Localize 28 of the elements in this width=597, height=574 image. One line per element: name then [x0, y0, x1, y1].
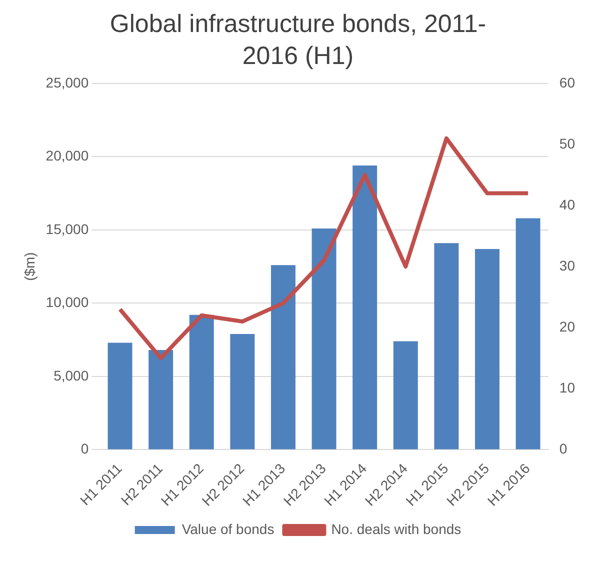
y-tick-label: 5,000 — [54, 367, 89, 384]
y-tick-label: 10,000 — [46, 294, 89, 310]
bar — [474, 248, 500, 450]
y-tick-label: 20,000 — [46, 148, 89, 164]
y-tick-label: 0 — [80, 440, 89, 457]
y-tick-label: 25,000 — [46, 74, 89, 90]
y2-tick-label: 40 — [559, 196, 576, 212]
bar — [434, 243, 459, 450]
y2-tick-label: 0 — [559, 440, 568, 457]
bar — [270, 265, 296, 450]
bar — [189, 314, 214, 450]
bar — [108, 342, 132, 450]
bar — [516, 218, 540, 450]
chart-title: Global infrastructure bonds, 2011-2016 (H1) — [108, 9, 488, 72]
legend-label: No. deals with bonds — [331, 520, 462, 537]
y2-tick-label: 60 — [559, 74, 576, 90]
bar — [393, 341, 418, 450]
bar — [230, 334, 255, 450]
bar — [148, 350, 174, 450]
bar — [352, 165, 378, 450]
y2-tick-label: 20 — [559, 318, 576, 334]
y2-tick-label: 30 — [559, 257, 576, 274]
legend-label: Value of bonds — [182, 520, 274, 537]
y-axis-title: ($m) — [21, 252, 38, 281]
y2-tick-label: 10 — [559, 380, 576, 396]
y-tick-label: 15,000 — [46, 220, 89, 237]
bar — [312, 228, 336, 450]
y2-tick-label: 50 — [559, 135, 576, 152]
